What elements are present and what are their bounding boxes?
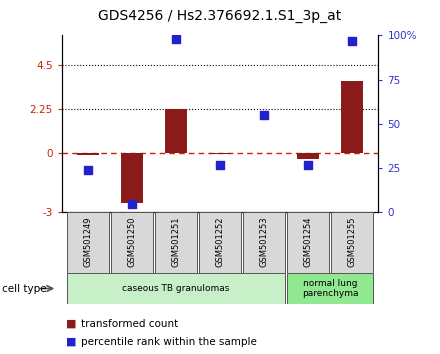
Text: GSM501252: GSM501252 [216,216,224,267]
Bar [155,212,197,273]
Point [304,162,312,167]
Bar [287,212,329,273]
Bar [67,273,285,304]
Bar [209,153,231,154]
Text: GSM501254: GSM501254 [304,216,312,267]
Bar [77,153,99,155]
Text: percentile rank within the sample: percentile rank within the sample [81,337,257,347]
Text: ■: ■ [66,337,77,347]
Point [84,167,92,173]
Bar [341,81,363,153]
Text: GSM501255: GSM501255 [348,216,356,267]
Point [216,162,224,167]
Bar [297,153,319,159]
Text: GSM501249: GSM501249 [84,216,92,267]
Point [348,38,356,44]
Bar [111,212,153,273]
Point [172,36,180,42]
Text: normal lung
parenchyma: normal lung parenchyma [302,279,358,298]
Text: caseous TB granulomas: caseous TB granulomas [122,284,230,293]
Bar [199,212,241,273]
Text: GSM501251: GSM501251 [172,216,180,267]
Bar [165,109,187,153]
Text: GSM501250: GSM501250 [128,216,136,267]
Text: GDS4256 / Hs2.376692.1.S1_3p_at: GDS4256 / Hs2.376692.1.S1_3p_at [99,9,341,23]
Bar [243,212,285,273]
Text: cell type: cell type [2,284,47,293]
Text: transformed count: transformed count [81,319,179,329]
Text: GSM501253: GSM501253 [260,216,268,267]
Bar [121,153,143,202]
Point [260,112,268,118]
Text: ■: ■ [66,319,77,329]
Bar [67,212,109,273]
Bar [287,273,373,304]
Bar [331,212,373,273]
Point [128,201,136,206]
